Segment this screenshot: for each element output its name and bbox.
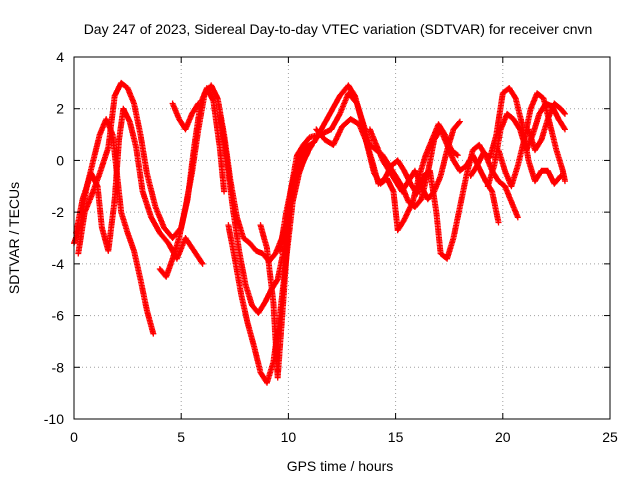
x-axis-label: GPS time / hours	[287, 458, 394, 474]
y-tick-label: -6	[52, 308, 65, 324]
series-track-11	[366, 118, 463, 203]
data-marks	[71, 79, 568, 386]
x-tick-label: 25	[602, 429, 618, 445]
y-axis-label: SDTVAR / TECUs	[6, 182, 22, 294]
y-tick-label: -2	[52, 204, 65, 220]
x-tick-label: 10	[281, 429, 297, 445]
data-point-markers	[366, 118, 463, 203]
data-point-markers	[73, 105, 206, 267]
data-point-markers	[525, 100, 568, 154]
x-tick-label: 0	[70, 429, 78, 445]
y-tick-label: 4	[56, 49, 64, 65]
x-tick-label: 5	[177, 429, 185, 445]
chart-title: Day 247 of 2023, Sidereal Day-to-day VTE…	[84, 21, 593, 37]
series-track-2	[73, 105, 206, 267]
data-point-markers	[495, 90, 568, 190]
series-track-5	[169, 100, 202, 133]
x-tick-label: 15	[388, 429, 404, 445]
y-tick-label: 2	[56, 101, 64, 117]
series-track-14	[495, 90, 568, 190]
y-tick-label: 0	[56, 152, 64, 168]
plot-frame	[73, 56, 611, 420]
y-tick-label: -8	[52, 359, 65, 375]
data-point-markers	[169, 100, 202, 133]
series-track-15	[525, 100, 568, 154]
y-tick-label: -4	[52, 256, 65, 272]
axis-ticks: 0 5 10 15 20 25 -10 -8 -6 -4 -2 0 2 4	[44, 49, 618, 445]
y-tick-label: -10	[44, 411, 64, 427]
x-tick-label: 20	[495, 429, 511, 445]
